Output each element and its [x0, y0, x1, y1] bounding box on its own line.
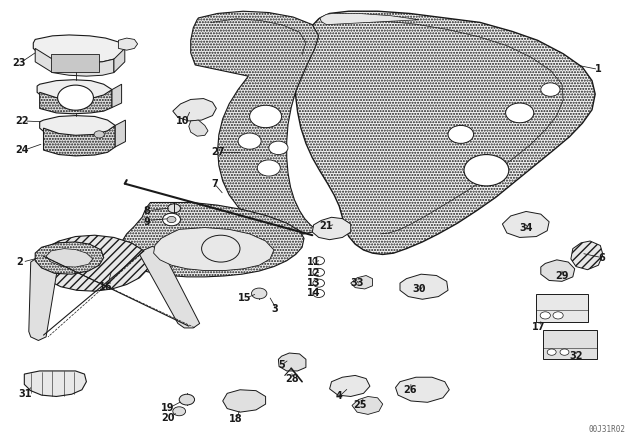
Text: 7: 7: [211, 179, 218, 189]
Polygon shape: [40, 116, 115, 138]
Polygon shape: [541, 260, 575, 281]
Circle shape: [313, 268, 324, 276]
Circle shape: [313, 257, 324, 265]
Polygon shape: [140, 246, 200, 328]
Circle shape: [506, 103, 534, 123]
Circle shape: [313, 289, 324, 297]
Circle shape: [94, 131, 104, 138]
Circle shape: [168, 204, 180, 213]
Text: 10: 10: [175, 116, 189, 126]
Circle shape: [173, 407, 186, 416]
Polygon shape: [35, 48, 114, 76]
Circle shape: [313, 279, 324, 287]
Text: 8: 8: [144, 206, 150, 215]
Text: 25: 25: [353, 401, 367, 410]
Polygon shape: [278, 353, 306, 371]
Circle shape: [167, 216, 176, 223]
Polygon shape: [571, 241, 603, 270]
Circle shape: [448, 125, 474, 143]
Polygon shape: [24, 371, 86, 396]
Circle shape: [202, 235, 240, 262]
Polygon shape: [502, 211, 549, 237]
Polygon shape: [112, 84, 122, 108]
Text: 30: 30: [412, 284, 426, 294]
Circle shape: [252, 288, 267, 299]
Text: 27: 27: [211, 147, 225, 157]
Circle shape: [179, 394, 195, 405]
Text: 12: 12: [307, 268, 321, 278]
Polygon shape: [189, 120, 208, 136]
Circle shape: [541, 83, 560, 96]
Text: 1: 1: [595, 65, 602, 74]
Text: 21: 21: [319, 221, 333, 231]
Polygon shape: [400, 274, 448, 299]
Text: 6: 6: [598, 253, 605, 263]
Circle shape: [257, 160, 280, 176]
Text: 19: 19: [161, 403, 175, 413]
Circle shape: [163, 213, 180, 226]
Text: 28: 28: [285, 374, 299, 383]
Polygon shape: [191, 11, 319, 235]
Text: 14: 14: [307, 289, 321, 298]
Text: 16: 16: [99, 282, 113, 292]
Text: 18: 18: [228, 414, 243, 424]
Polygon shape: [40, 90, 112, 114]
Text: 3: 3: [272, 304, 278, 314]
Polygon shape: [46, 249, 93, 267]
Circle shape: [464, 155, 509, 186]
Circle shape: [560, 349, 569, 355]
Polygon shape: [154, 228, 274, 271]
Text: 22: 22: [15, 116, 29, 126]
Text: 31: 31: [19, 389, 33, 399]
Polygon shape: [312, 217, 351, 240]
Polygon shape: [223, 390, 266, 412]
Text: 17: 17: [532, 322, 546, 332]
Circle shape: [250, 105, 282, 128]
Text: 9: 9: [144, 217, 150, 227]
Text: 20: 20: [161, 413, 175, 422]
Bar: [536, 294, 588, 322]
Text: 24: 24: [15, 145, 29, 155]
Bar: [51, 54, 99, 72]
Polygon shape: [320, 13, 419, 25]
Polygon shape: [396, 377, 449, 402]
Polygon shape: [351, 276, 372, 289]
Circle shape: [238, 133, 261, 149]
Text: 13: 13: [307, 278, 321, 288]
Text: 29: 29: [555, 271, 569, 280]
Text: 34: 34: [519, 224, 533, 233]
Polygon shape: [330, 375, 370, 396]
Polygon shape: [33, 35, 125, 63]
Polygon shape: [29, 253, 59, 340]
Text: 00J31R02: 00J31R02: [589, 425, 626, 434]
Polygon shape: [120, 202, 304, 277]
Polygon shape: [296, 11, 595, 254]
Text: 23: 23: [12, 58, 26, 68]
Bar: [543, 330, 597, 359]
Polygon shape: [114, 48, 125, 73]
Circle shape: [269, 141, 288, 155]
Polygon shape: [118, 38, 138, 50]
Text: 32: 32: [569, 351, 583, 361]
Polygon shape: [37, 80, 112, 102]
Text: 5: 5: [278, 360, 285, 370]
Text: 11: 11: [307, 257, 321, 267]
Polygon shape: [173, 99, 216, 121]
Polygon shape: [35, 235, 150, 291]
Text: 2: 2: [16, 257, 22, 267]
Circle shape: [547, 349, 556, 355]
Circle shape: [553, 312, 563, 319]
Polygon shape: [35, 242, 104, 274]
Text: 4: 4: [336, 392, 342, 401]
Circle shape: [58, 85, 93, 110]
Text: 33: 33: [350, 278, 364, 288]
Text: 26: 26: [403, 385, 417, 395]
Circle shape: [540, 312, 550, 319]
Polygon shape: [352, 396, 383, 414]
Text: 15: 15: [237, 293, 252, 303]
Polygon shape: [115, 120, 125, 147]
Polygon shape: [44, 125, 115, 156]
